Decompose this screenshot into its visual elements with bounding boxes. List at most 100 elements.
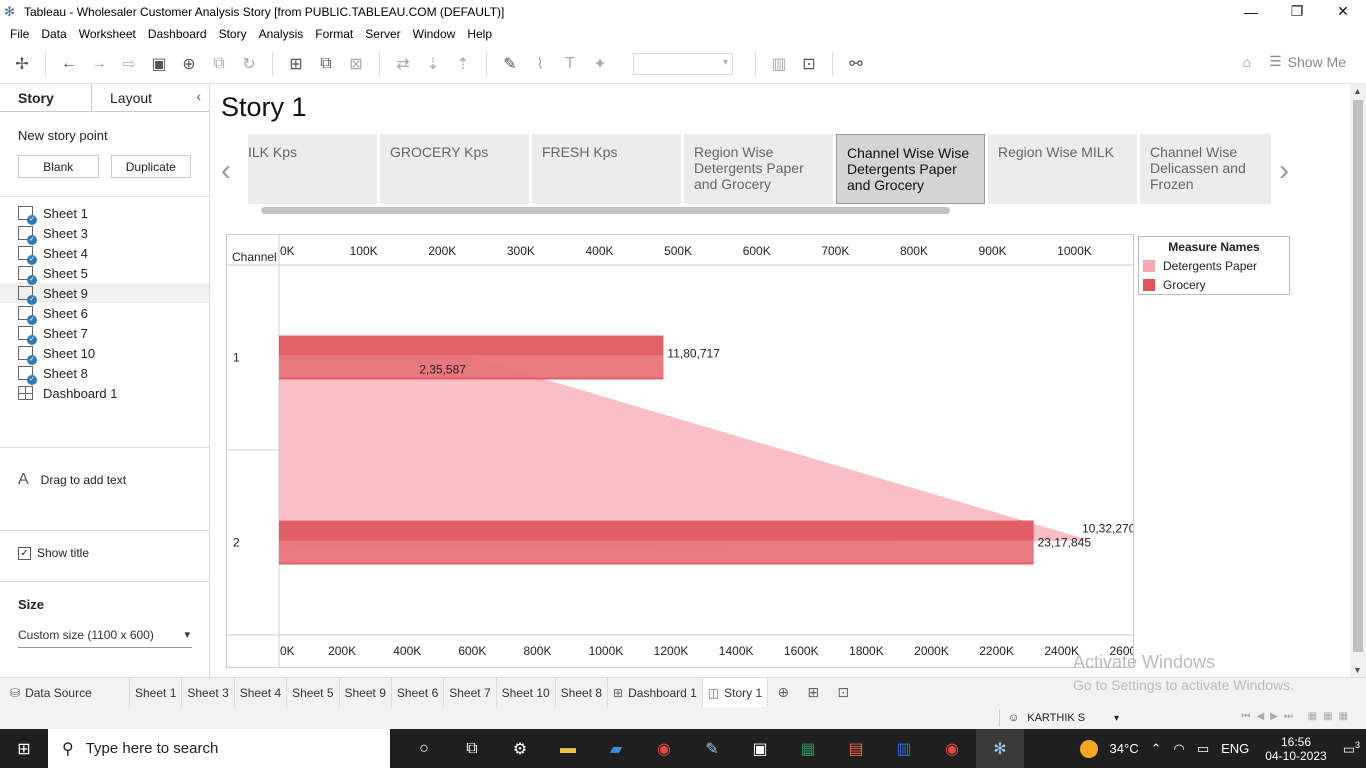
vertical-scrollbar[interactable]: ▲ ▼ <box>1350 84 1366 677</box>
tab-sheet[interactable]: Sheet 5 <box>287 677 340 708</box>
tab-story-active[interactable]: ◫ Story 1 <box>702 677 769 708</box>
7zip-icon[interactable]: ▣ <box>752 740 768 758</box>
tableau-home-icon[interactable]: ✢ <box>15 55 29 73</box>
navigator-scrollbar[interactable] <box>261 207 950 214</box>
show-title-checkbox[interactable]: ✓ Show title <box>18 546 89 560</box>
show-me-icon[interactable]: ☰ <box>1269 53 1282 69</box>
windows-start-icon[interactable]: ⊞ <box>17 740 31 758</box>
minimize-button[interactable]: — <box>1244 3 1258 20</box>
chrome-icon[interactable]: ◉ <box>657 740 671 758</box>
presentation-mode-icon[interactable]: ⊡ <box>802 55 816 73</box>
tab-story[interactable]: Story <box>0 84 92 111</box>
scroll-up-icon[interactable]: ▲ <box>1353 86 1362 96</box>
scrollbar-thumb[interactable] <box>1353 100 1363 652</box>
tab-data-source[interactable]: ⛁ Data Source <box>0 677 130 708</box>
word-icon[interactable]: ▥ <box>896 740 912 758</box>
tab-sheet[interactable]: Sheet 10 <box>497 677 556 708</box>
new-worksheet-icon[interactable]: ⊞ <box>289 55 303 73</box>
format-painter-icon[interactable]: ⌂ <box>1242 53 1252 70</box>
new-dashboard-tab-icon[interactable]: ⊞ <box>807 684 820 700</box>
menu-format[interactable]: Format <box>315 26 354 41</box>
duplicate-sheet-icon[interactable]: ⧉ <box>320 54 332 72</box>
labels-icon[interactable]: T <box>565 54 575 72</box>
weather-sun-icon[interactable] <box>1079 739 1098 758</box>
tab-sheet[interactable]: Sheet 3 <box>182 677 235 708</box>
sheet-item[interactable]: Sheet 4 <box>0 243 209 265</box>
highlight-icon[interactable]: ✎ <box>503 55 517 73</box>
file-explorer-icon[interactable]: ▬ <box>560 739 576 757</box>
sort-ascending-icon[interactable]: ⇣ <box>426 55 440 73</box>
clear-sheet-icon[interactable]: ⊠ <box>349 55 363 73</box>
collapse-icon[interactable]: ‹ <box>196 88 201 104</box>
sort-descending-icon[interactable]: ⇡ <box>456 55 470 73</box>
language-indicator[interactable]: ENG <box>1221 741 1250 756</box>
legend-item[interactable]: Grocery <box>1143 278 1289 292</box>
temperature[interactable]: 34°C <box>1109 741 1139 756</box>
excel-icon[interactable]: ▦ <box>800 740 816 758</box>
new-worksheet-tab-icon[interactable]: ⊕ <box>777 684 790 700</box>
tab-sheet[interactable]: Sheet 6 <box>392 677 445 708</box>
paint-icon[interactable]: ✎ <box>705 740 719 758</box>
close-button[interactable]: ✕ <box>1337 3 1349 19</box>
pin-icon[interactable]: ✦ <box>593 55 607 73</box>
scroll-down-icon[interactable]: ▼ <box>1353 665 1362 675</box>
chrome-profile-icon[interactable]: ◉ <box>945 740 959 758</box>
share-icon[interactable]: ⚯ <box>849 55 863 73</box>
sheet-item[interactable]: Sheet 10 <box>0 343 209 365</box>
size-dropdown[interactable]: Custom size (1100 x 600) <box>18 628 192 648</box>
tab-sheet[interactable]: Sheet 7 <box>444 677 497 708</box>
battery-icon[interactable]: ▭ <box>1196 740 1210 756</box>
tab-sheet[interactable]: Sheet 1 <box>130 677 183 708</box>
sheet-item[interactable]: Sheet 1 <box>0 203 209 225</box>
wifi-icon[interactable]: ◠ <box>1173 740 1185 756</box>
taskbar-search[interactable]: ⚲ Type here to search <box>48 729 390 768</box>
swap-icon[interactable]: ⇄ <box>396 55 410 73</box>
story-point[interactable]: FRESH Kps <box>532 134 681 204</box>
menu-worksheet[interactable]: Worksheet <box>78 26 136 41</box>
remote-desktop-icon[interactable]: ▰ <box>609 740 623 758</box>
refresh-icon[interactable]: ↻ <box>242 55 256 73</box>
new-story-tab-icon[interactable]: ⊡ <box>837 684 850 700</box>
fit-dropdown[interactable] <box>633 52 733 75</box>
previous-point-icon[interactable]: ‹ <box>221 154 231 187</box>
task-view-icon[interactable]: ⧉ <box>466 739 478 757</box>
sheet-item[interactable]: Sheet 3 <box>0 223 209 245</box>
next-point-icon[interactable]: › <box>1279 154 1289 187</box>
tableau-taskbar-icon[interactable]: ✻ <box>976 729 1024 768</box>
undo-icon[interactable]: ← <box>61 54 77 72</box>
tray-chevron-icon[interactable]: ⌃ <box>1150 740 1162 756</box>
story-point-active[interactable]: Channel Wise Wise Detergents Paper and G… <box>836 134 985 204</box>
group-icon[interactable]: ⌇ <box>536 55 544 73</box>
menu-window[interactable]: Window <box>412 26 456 41</box>
menu-dashboard[interactable]: Dashboard <box>147 26 207 41</box>
story-point[interactable]: GROCERY Kps <box>380 134 529 204</box>
replay-icon[interactable]: ⇨ <box>122 55 136 73</box>
redo-icon[interactable]: → <box>91 54 107 72</box>
sheet-item[interactable]: Sheet 9 <box>0 283 209 305</box>
duplicate-button[interactable]: Duplicate <box>110 155 191 178</box>
sheet-item[interactable]: Sheet 5 <box>0 263 209 285</box>
show-me-button[interactable]: Show Me <box>1287 53 1346 70</box>
legend-item[interactable]: Detergents Paper <box>1143 259 1289 273</box>
settings-icon[interactable]: ⚙ <box>512 740 528 758</box>
tab-layout[interactable]: Layout <box>110 90 153 106</box>
menu-analysis[interactable]: Analysis <box>258 26 304 41</box>
story-point[interactable]: Channel Wise Delicassen and Frozen <box>1140 134 1271 204</box>
menu-server[interactable]: Server <box>365 26 401 41</box>
story-point[interactable]: Region Wise MILK <box>988 134 1137 204</box>
menu-file[interactable]: File <box>10 26 30 41</box>
menu-data[interactable]: Data <box>41 26 67 41</box>
drag-to-add-text[interactable]: A Drag to add text <box>18 471 127 488</box>
tab-sheet[interactable]: Sheet 4 <box>235 677 288 708</box>
clock[interactable]: 16:56 04-10-2023 <box>1265 734 1327 763</box>
blank-button[interactable]: Blank <box>18 155 99 178</box>
tab-dashboard[interactable]: ⊞ Dashboard 1 <box>608 677 703 708</box>
pause-updates-icon[interactable]: ⧉ <box>213 54 225 72</box>
menu-story[interactable]: Story <box>218 26 247 41</box>
tab-sheet[interactable]: Sheet 8 <box>556 677 609 708</box>
sheet-item[interactable]: Sheet 7 <box>0 323 209 345</box>
powerpoint-icon[interactable]: ▤ <box>848 740 864 758</box>
sheet-item[interactable]: Dashboard 1 <box>0 383 209 403</box>
story-point[interactable]: Region Wise Detergents Paper and Grocery <box>684 134 833 204</box>
sheet-navigation-icons[interactable]: ⏮◀▶⏭ ▦▦▦ <box>1241 711 1354 722</box>
